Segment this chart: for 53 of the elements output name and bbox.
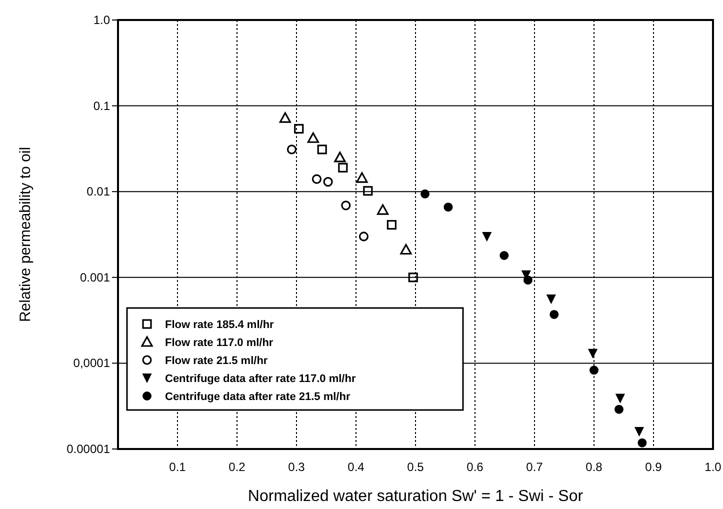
x-tick-label: 0.3 (288, 460, 306, 474)
point (323, 177, 333, 187)
point (634, 426, 644, 436)
y-tick-label: 1.0 (93, 13, 110, 27)
x-axis-title: Normalized water saturation Sw' = 1 - Swi - Sor (248, 488, 584, 505)
x-tick-label: 0.9 (645, 460, 662, 474)
point (286, 144, 297, 154)
legend-label: Centrifuge data after rate 117.0 ml/hr (165, 373, 356, 385)
point (523, 276, 532, 285)
point (638, 438, 647, 448)
y-tick-label: 0.1 (93, 98, 110, 113)
legend-label: Flow rate 185.4 ml/hr (165, 319, 275, 331)
x-tick-label: 0.7 (526, 460, 544, 474)
legend-label: Centrifuge data after rate 21.5 ml/hr (165, 391, 351, 403)
point (616, 394, 625, 403)
point (317, 144, 327, 154)
point (312, 174, 322, 184)
point (307, 132, 319, 143)
y-tick-label: 0.00001 (66, 442, 110, 456)
point (341, 200, 351, 210)
point (546, 294, 556, 304)
point (550, 310, 559, 319)
x-tick-label: 0.2 (228, 460, 246, 474)
x-tick-label: 0.5 (407, 460, 424, 474)
y-tick-label: 0.001 (80, 270, 110, 284)
x-tick-label: 0.1 (169, 460, 186, 474)
x-tick-label: 0.4 (348, 460, 365, 474)
x-tick-label: 1.0 (704, 460, 722, 474)
point (334, 152, 346, 162)
point (376, 204, 389, 215)
point (363, 186, 373, 196)
point (500, 251, 509, 260)
x-tick-label: 0.6 (466, 460, 484, 474)
point (614, 404, 624, 414)
point (294, 124, 304, 134)
point (356, 172, 368, 183)
point (482, 232, 492, 241)
x-tick-label: 0.8 (586, 460, 603, 474)
point (588, 348, 598, 358)
legend-label: Flow rate 21.5 ml/hr (165, 355, 268, 367)
point (338, 162, 348, 172)
point (279, 112, 291, 123)
y-axis-title: Relative permeability to oil (17, 146, 34, 322)
point (386, 220, 396, 230)
y-tick-label: 0,0001 (73, 356, 110, 370)
point (420, 189, 430, 198)
point (590, 366, 598, 375)
y-tick-label: 0.01 (86, 184, 110, 199)
legend-label: Flow rate 117.0 ml/hr (165, 337, 274, 349)
point (444, 202, 453, 212)
point (358, 232, 369, 242)
point (400, 244, 412, 255)
point (408, 272, 418, 282)
